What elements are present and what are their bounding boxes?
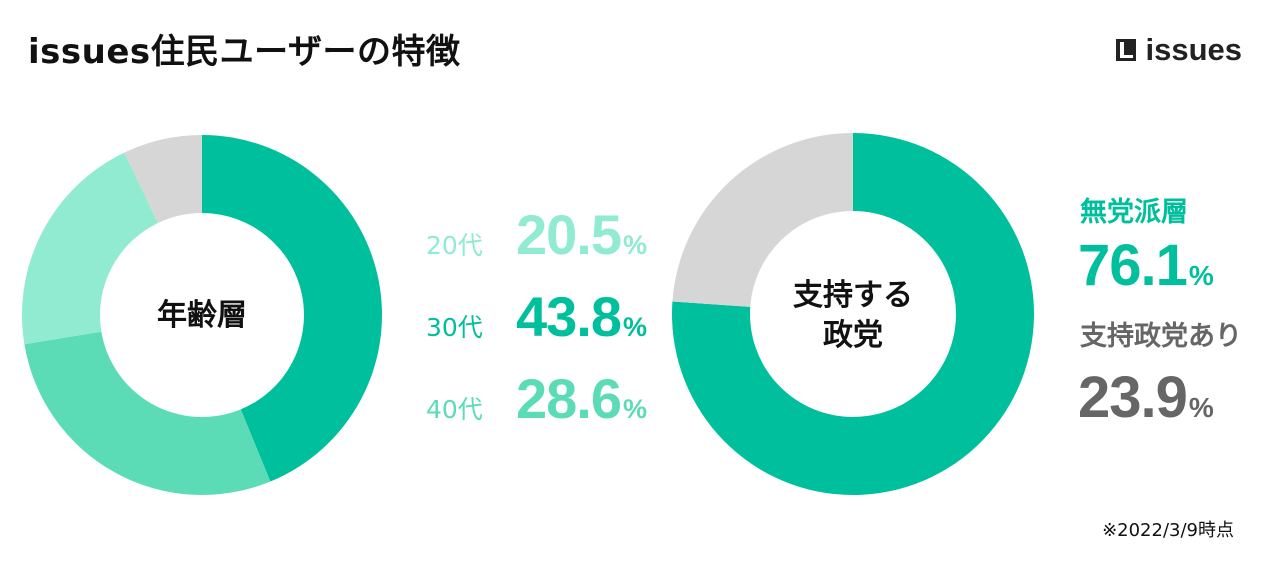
legend-value: 76.1 — [1078, 233, 1188, 298]
party-slice-無党派層 — [672, 133, 1034, 495]
legend-value: 43.8 — [516, 285, 622, 348]
legend-label: 30代 — [426, 313, 483, 342]
party-donut-chart — [672, 133, 1034, 495]
legend-item-20s: 20代 20.5 % — [426, 202, 647, 267]
legend-unit: % — [1188, 392, 1214, 423]
legend-label: 40代 — [426, 395, 483, 424]
legend-unit: % — [623, 312, 648, 342]
legend-label: 20代 — [426, 231, 483, 260]
legend-item-30s: 30代 43.8 % — [426, 284, 647, 349]
party-slice-支持政党あり — [672, 133, 853, 307]
age-slice-40代 — [202, 135, 382, 482]
legend-unit: % — [623, 394, 648, 424]
legend-label-independent: 無党派層 — [1080, 197, 1188, 228]
legend-item-40s: 40代 28.6 % — [426, 366, 647, 431]
legend-value-independent: 76.1 % — [1078, 232, 1214, 299]
legend-value-supporter: 23.9 % — [1078, 364, 1214, 431]
issues-logo-icon — [1116, 39, 1137, 61]
legend-value: 23.9 — [1078, 365, 1188, 430]
party-center-line-2: 政党 — [823, 318, 883, 353]
logo-text: issues — [1145, 32, 1242, 67]
legend-unit: % — [1188, 260, 1214, 291]
party-center-label: 支持する 政党 — [763, 276, 943, 356]
issues-logo[interactable]: issues — [1115, 32, 1242, 68]
age-slice-20代 — [22, 152, 158, 345]
age-slice-30代 — [24, 331, 271, 495]
legend-value: 28.6 — [516, 367, 622, 430]
page-title: issues住民ユーザーの特徴 — [28, 32, 461, 72]
age-center-label: 年齢層 — [157, 298, 247, 333]
date-note: ※2022/3/9時点 — [1102, 520, 1234, 541]
legend-value: 20.5 — [516, 203, 622, 266]
legend-unit: % — [623, 230, 648, 260]
age-slice-other — [124, 135, 202, 223]
age-donut-chart — [22, 135, 382, 495]
legend-label-supporter: 支持政党あり — [1080, 321, 1242, 352]
party-center-line-1: 支持する — [793, 278, 913, 313]
